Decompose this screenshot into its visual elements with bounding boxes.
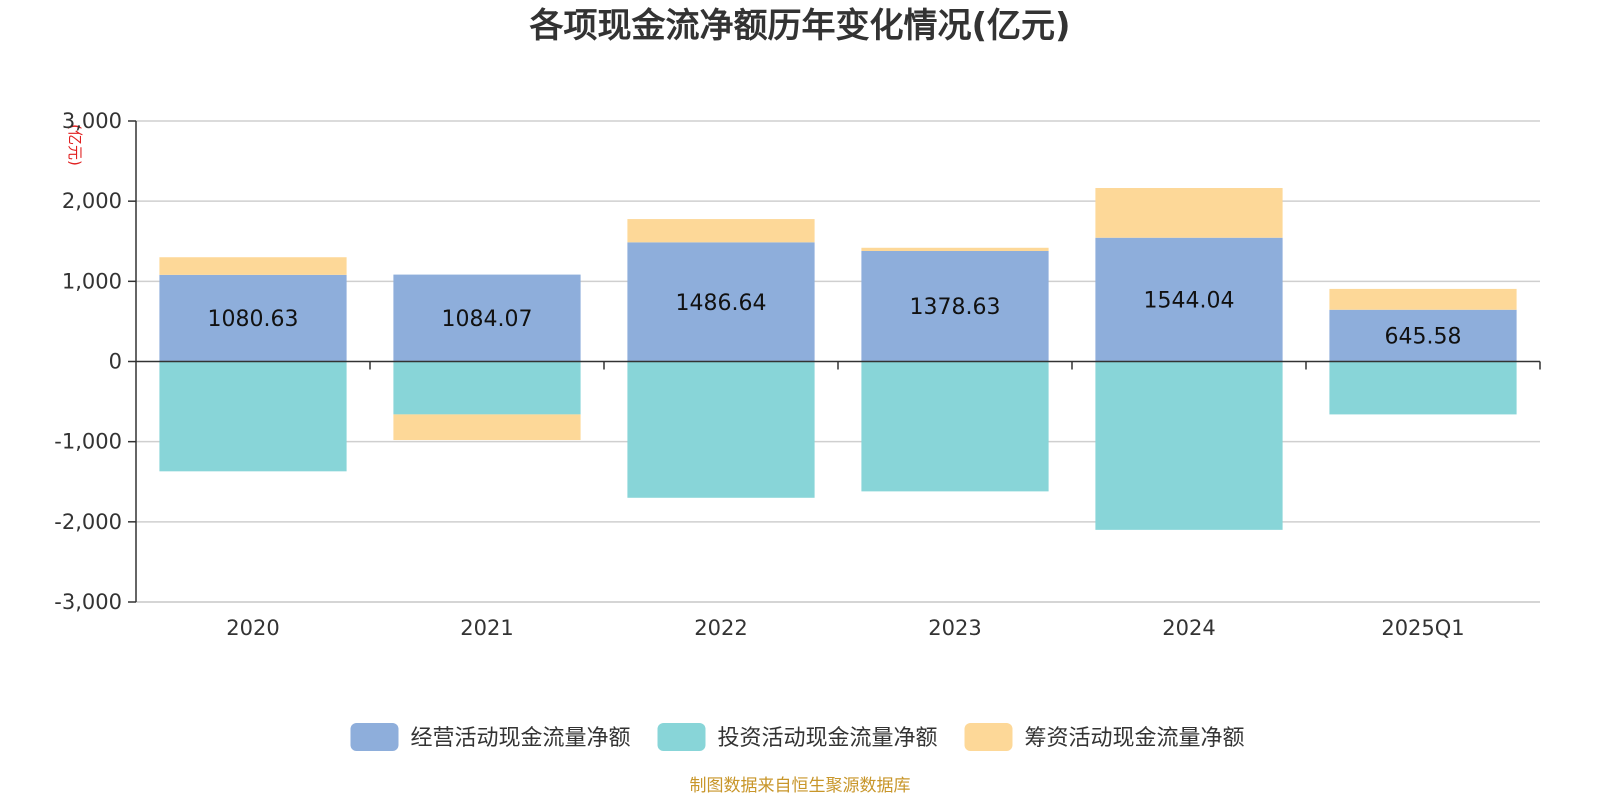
- bar-series-0-2023: [861, 250, 1049, 362]
- bar-series-0-2021: [393, 274, 581, 362]
- x-tick-label: 2021: [460, 616, 513, 640]
- y-tick-label: 1,000: [62, 269, 122, 293]
- x-tick-label: 2024: [1162, 616, 1215, 640]
- bar-series-0-2025Q1: [1329, 309, 1517, 362]
- data-label-2024: 1544.04: [1144, 289, 1235, 314]
- bar-series-1-2025Q1: [1329, 361, 1517, 415]
- y-tick-label: -3,000: [54, 590, 122, 614]
- bars-layer: [159, 188, 1517, 530]
- x-tick-label: 2023: [928, 616, 981, 640]
- bar-series-0-2020: [159, 274, 347, 362]
- source-note: 制图数据来自恒生聚源数据库: [690, 776, 911, 796]
- x-tick-label: 2025Q1: [1381, 616, 1464, 640]
- bar-series-0-2024: [1095, 237, 1283, 362]
- legend-label-0: 经营活动现金流量净额: [411, 726, 631, 751]
- legend-swatch-2: [964, 723, 1013, 751]
- data-label-2022: 1486.64: [676, 291, 767, 316]
- y-tick-label: -1,000: [54, 430, 122, 454]
- bar-series-2-2024: [1095, 188, 1283, 238]
- data-label-2025Q1: 645.58: [1385, 325, 1462, 350]
- bar-series-0-2022: [627, 242, 815, 362]
- bar-series-2-2025Q1: [1329, 288, 1517, 310]
- bar-series-1-2021: [393, 361, 581, 415]
- legend-swatch-1: [657, 723, 706, 751]
- x-tick-label: 2022: [694, 616, 747, 640]
- bar-series-2-2022: [627, 219, 815, 243]
- bar-series-2-2023: [861, 247, 1049, 251]
- bar-series-1-2022: [627, 361, 815, 498]
- y-tick-label: 3,000: [62, 109, 122, 133]
- bar-series-1-2024: [1095, 361, 1283, 530]
- legend-label-2: 筹资活动现金流量净额: [1025, 726, 1245, 751]
- data-label-2021: 1084.07: [442, 307, 533, 332]
- data-label-2020: 1080.63: [208, 307, 299, 332]
- x-tick-label: 2020: [226, 616, 279, 640]
- y-tick-label: -2,000: [54, 510, 122, 534]
- chart-title: 各项现金流净额历年变化情况(亿元): [529, 6, 1070, 46]
- legend-label-1: 投资活动现金流量净额: [718, 726, 938, 751]
- bar-series-2-2020: [159, 257, 347, 275]
- legend: 经营活动现金流量净额 投资活动现金流量净额 筹资活动现金流量净额: [350, 723, 1245, 751]
- bar-series-2-2021: [393, 414, 581, 441]
- data-label-2023: 1378.63: [910, 295, 1001, 320]
- y-axis-unit-label: (亿元): [66, 124, 84, 166]
- y-tick-label: 0: [109, 350, 122, 374]
- axes-layer: -3,000 -2,000 -1,000 0 1,000 2,000 3,000 2020 20…: [54, 109, 1541, 640]
- grid-layer: [136, 120, 1540, 603]
- bar-series-1-2020: [159, 361, 347, 472]
- bar-series-1-2023: [861, 361, 1049, 492]
- data-labels-layer: 1080.63 1084.07 1486.64 1378.63 1544.04 645.5…: [208, 289, 1462, 350]
- y-tick-label: 2,000: [62, 189, 122, 213]
- legend-swatch-0: [350, 723, 399, 751]
